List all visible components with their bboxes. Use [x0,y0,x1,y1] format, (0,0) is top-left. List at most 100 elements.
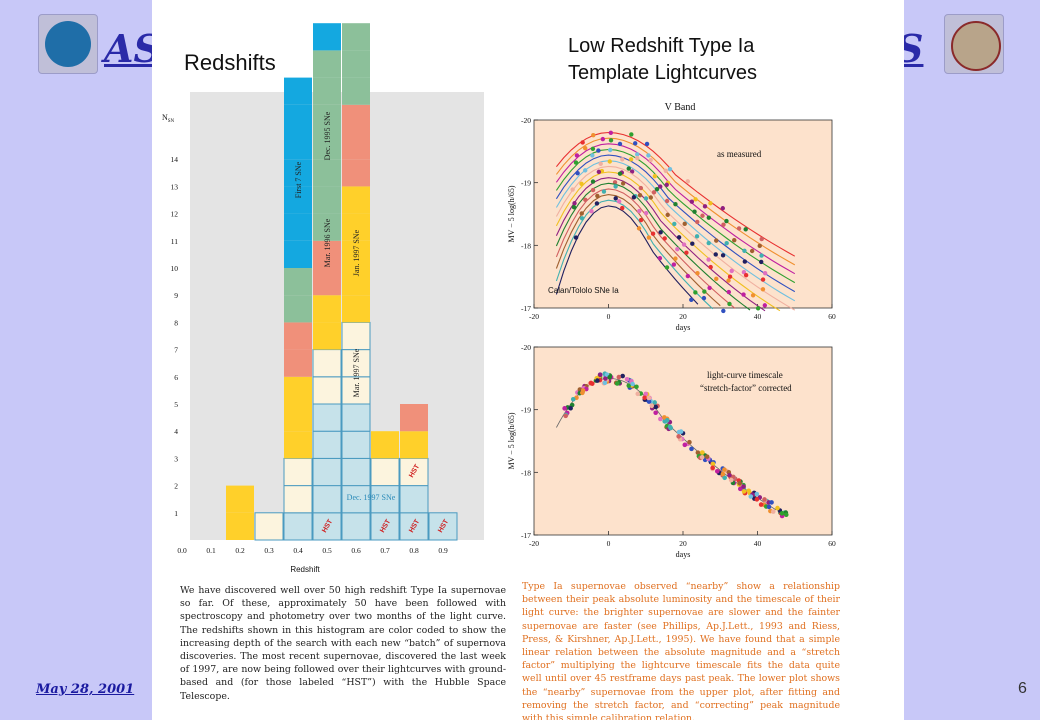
lightcurve-data-point [620,181,626,186]
academia-sinica-logo [38,14,98,74]
lightcurve-data-point [713,252,718,257]
histogram-cell [370,457,400,487]
lightcurve-data-point [603,376,608,381]
lightcurve-data-point [727,274,733,279]
lightcurve-data-point [573,160,579,165]
histogram-cell [342,186,370,214]
histogram-cell [342,159,370,187]
lightcurve-data-point [707,285,712,291]
lightcurve-data-point [702,204,708,209]
lightcurve-data-point [583,168,588,173]
lightcurve-data-point [608,130,614,136]
lightcurve-ytick-label: -18 [521,468,531,477]
lightcurve-xlabel: days [676,550,691,559]
lightcurve-data-point [714,238,719,243]
lightcurve-data-point [644,141,650,147]
histogram-cell [370,485,400,514]
histogram-cell [341,403,371,432]
lightcurve-data-point [637,193,643,198]
histogram-cell [284,295,312,323]
lightcurve-data-point [743,272,749,278]
lightcurve-data-point [769,500,774,505]
histogram-cell [226,512,254,540]
lightcurve-data-point [687,439,692,445]
lightcurve-data-point [721,222,726,227]
lightcurve-data-point [608,147,613,153]
lightcurve-data-point [614,381,620,386]
lightcurve-data-point [664,182,669,188]
histogram-ylabel: NSN [162,113,175,124]
lightcurve-data-point [598,161,603,167]
lightcurve-data-point [642,395,647,401]
lightcurve-data-point [620,157,625,162]
template-lightcurve [555,137,796,266]
lightcurve-data-point [563,413,568,419]
batch-label-dec-1995: Dec. 1995 SNe [323,111,332,160]
batch-label-dec-1997: Dec. 1997 SNe [347,493,396,502]
template-lightcurve [555,199,714,310]
lightcurve-data-point [601,189,607,194]
lightcurve-data-point [616,199,622,204]
histogram-cell [342,213,370,241]
lightcurve-xtick-label: 0 [607,312,611,321]
lightcurve-xtick-label: 0 [607,539,611,548]
lightcurve-data-point [667,167,673,172]
histogram-cell [342,77,370,105]
lightcurve-data-point [741,292,746,297]
lightcurve-data-point [646,235,652,240]
histogram-cell [399,512,429,541]
histogram-cell [371,431,399,459]
lightcurve-data-point [630,381,635,387]
histogram-cell [284,376,312,404]
lightcurve-data-point [648,195,654,200]
lightcurve-data-point [722,475,727,481]
histogram-xtick-label: 0.8 [409,546,419,555]
lightcurve-data-point [727,301,732,307]
histogram-cell [313,159,341,187]
lightcurve-data-point [775,505,780,511]
template-lightcurve [555,160,796,302]
histogram-xtick-label: 0.9 [438,546,448,555]
lightcurve-data-point [736,226,742,231]
lightcurve-data-point [608,138,614,143]
lightcurve-data-point [596,148,601,153]
histogram-xtick-label: 0.6 [351,546,361,555]
lightcurve-data-point [657,256,663,261]
histogram-cell [312,485,342,514]
histogram-cell [312,512,342,541]
template-lightcurve [555,171,781,312]
lightcurve-data-point [708,264,713,270]
lightcurve-data-point [689,199,695,204]
histogram-cell [284,159,312,187]
lightcurve-xtick-label: 60 [828,312,836,321]
histogram-ytick-label: 6 [174,373,178,382]
lightcurve-data-point [706,215,712,220]
histogram-cell [342,23,370,51]
lightcurve-xtick-label: 40 [754,312,762,321]
lightcurve-data-point [667,424,673,430]
histogram-cell [341,485,371,514]
top-panel-annotation: Calan/Tololo SNe Ia [548,286,619,295]
lightcurve-data-point [662,236,667,241]
histogram-cell [370,512,400,541]
lightcurve-data-point [575,171,580,176]
lightcurve-data-point [693,290,698,295]
lightcurve-data-point [689,297,694,303]
lightcurve-data-point [726,278,731,283]
lightcurve-data-point [664,418,670,423]
histogram-cell [312,376,342,405]
histogram-ytick-label: 1 [174,509,178,518]
histogram-cell [313,322,341,350]
lightcurve-data-point [770,509,776,514]
lightcurve-data-point [759,253,764,258]
lightcurve-data-point [570,396,576,402]
histogram-cell [341,430,371,459]
histogram-cell [342,50,370,78]
lightcurve-data-point [650,231,656,236]
histogram-ytick-label: 7 [174,346,178,355]
lightcurve-data-point [714,276,719,282]
histogram-cell [313,23,341,51]
lightcurve-data-point [690,241,695,246]
lightcurve-data-point [742,259,748,264]
lightcurve-data-point [571,204,577,210]
